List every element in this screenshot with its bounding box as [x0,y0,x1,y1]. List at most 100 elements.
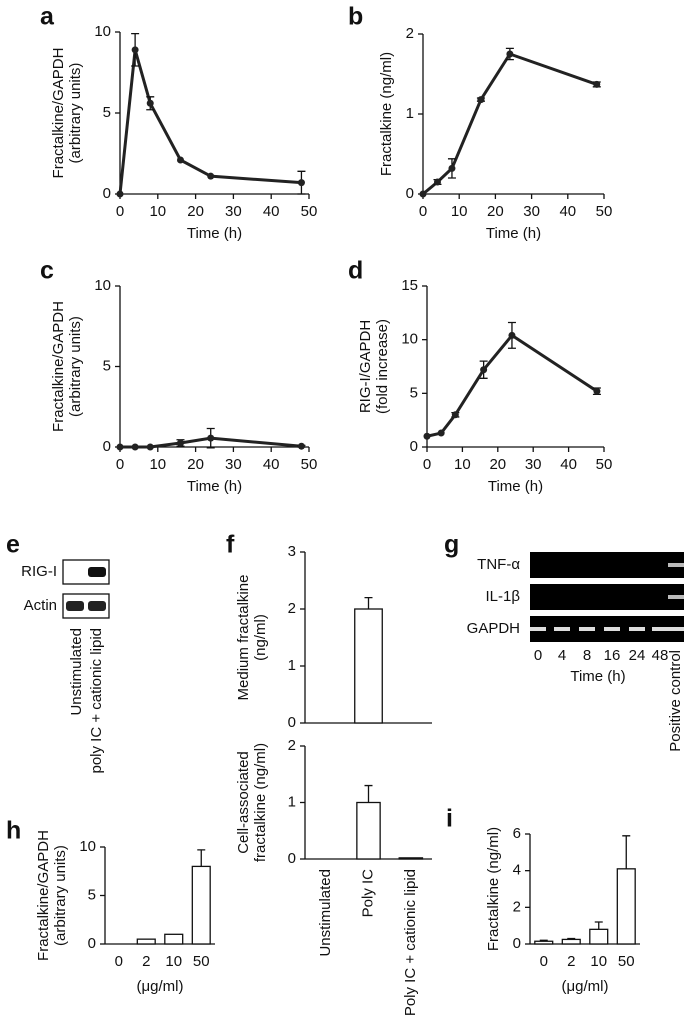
x-tick-label: 40 [263,203,280,220]
y-tick-label: 2 [288,600,296,617]
lane-label: 0 [534,647,542,664]
lane-label: 16 [604,647,621,664]
y-axis-label: fractalkine (ng/ml) [252,743,269,862]
point [176,439,184,447]
panel-letter: b [348,3,363,31]
lane-label: 8 [583,647,591,664]
line [422,52,598,196]
lane-label: 4 [558,647,566,664]
y-tick-label: 2 [513,898,521,915]
x-tick-label: 0 [540,953,548,970]
bar [191,865,211,945]
point [477,96,485,104]
y-axis-label: (arbitrary units) [67,316,84,417]
point [131,443,139,451]
x-tick-label: 10 [590,953,607,970]
y-tick-label: 0 [88,935,96,952]
x-tick-label: 20 [489,456,506,473]
x-tick-label: 0 [423,456,431,473]
point [508,331,516,339]
lane-label: Unstimulated [68,628,85,716]
bar [561,938,581,945]
x-tick-label: 50 [301,203,318,220]
y-tick-label: 3 [288,543,296,560]
panel-letter: c [40,257,54,285]
y-tick-label: 0 [288,850,296,867]
x-axis-label: (μg/ml) [562,978,609,995]
gel-strip [530,584,684,610]
x-tick-label: 0 [116,203,124,220]
bar [354,608,383,724]
x-axis-label: Time (h) [187,478,242,495]
y-axis-label: (ng/ml) [252,614,269,661]
x-axis-label: Time (h) [488,478,543,495]
x-tick-label: 50 [618,953,635,970]
y-tick-label: 4 [513,862,521,879]
y-axis-label: (fold increase) [374,319,391,414]
bar [589,928,609,945]
point [176,156,184,164]
bar [356,801,381,860]
x-axis-label: Time (h) [187,225,242,242]
y-axis-label: Fractalkine/GAPDH [50,301,67,432]
x-axis-label: (μg/ml) [137,978,184,995]
x-tick-label: 2 [567,953,575,970]
point [506,50,514,58]
x-tick-label: 50 [596,456,613,473]
x-tick-label: Unstimulated [317,869,334,957]
point [433,178,441,186]
y-axis-label: Medium fractalkine [235,575,252,701]
panel-letter: i [446,805,453,833]
band [88,601,106,611]
y-tick-label: 0 [406,185,414,202]
point [131,46,139,54]
lane-label: 24 [629,647,646,664]
x-tick-label: 10 [454,456,471,473]
blot-row-label: Actin [24,597,57,614]
point [480,366,488,374]
x-tick-label: 20 [187,456,204,473]
point [116,190,124,198]
x-tick-label: 30 [525,456,542,473]
point [593,387,601,395]
x-tick-label: 10 [165,953,182,970]
x-tick-label: 40 [560,456,577,473]
y-tick-label: 1 [406,105,414,122]
gel-band [530,627,546,631]
x-tick-label: 50 [301,456,318,473]
y-tick-label: 5 [103,357,111,374]
gel-row-label: GAPDH [467,620,520,637]
y-tick-label: 5 [103,104,111,121]
x-tick-label: 10 [451,203,468,220]
gel-band [652,627,668,631]
x-tick-label: 0 [115,953,123,970]
point [448,164,456,172]
point [297,179,305,187]
point [116,443,124,451]
gel-band [579,627,595,631]
y-tick-label: 0 [288,714,296,731]
x-axis-label: Time (h) [570,668,625,685]
y-axis-label: Cell-associated [235,751,252,854]
gel-band [604,627,620,631]
gel-band [668,595,684,599]
x-tick-label: 50 [193,953,210,970]
y-tick-label: 0 [103,438,111,455]
point [593,80,601,88]
y-tick-label: 1 [288,657,296,674]
y-axis-label: Fractalkine/GAPDH [35,830,52,961]
y-tick-label: 5 [88,886,96,903]
y-tick-label: 10 [79,838,96,855]
panel-letter: g [444,531,459,559]
gel-row-label: IL-1β [486,588,521,605]
bar [136,938,156,945]
y-tick-label: 0 [513,935,521,952]
x-tick-label: 30 [225,203,242,220]
y-tick-label: 5 [410,384,418,401]
x-tick-label: 20 [487,203,504,220]
y-tick-label: 2 [406,25,414,42]
bar [534,940,554,945]
point [146,443,154,451]
gel-band [629,627,645,631]
